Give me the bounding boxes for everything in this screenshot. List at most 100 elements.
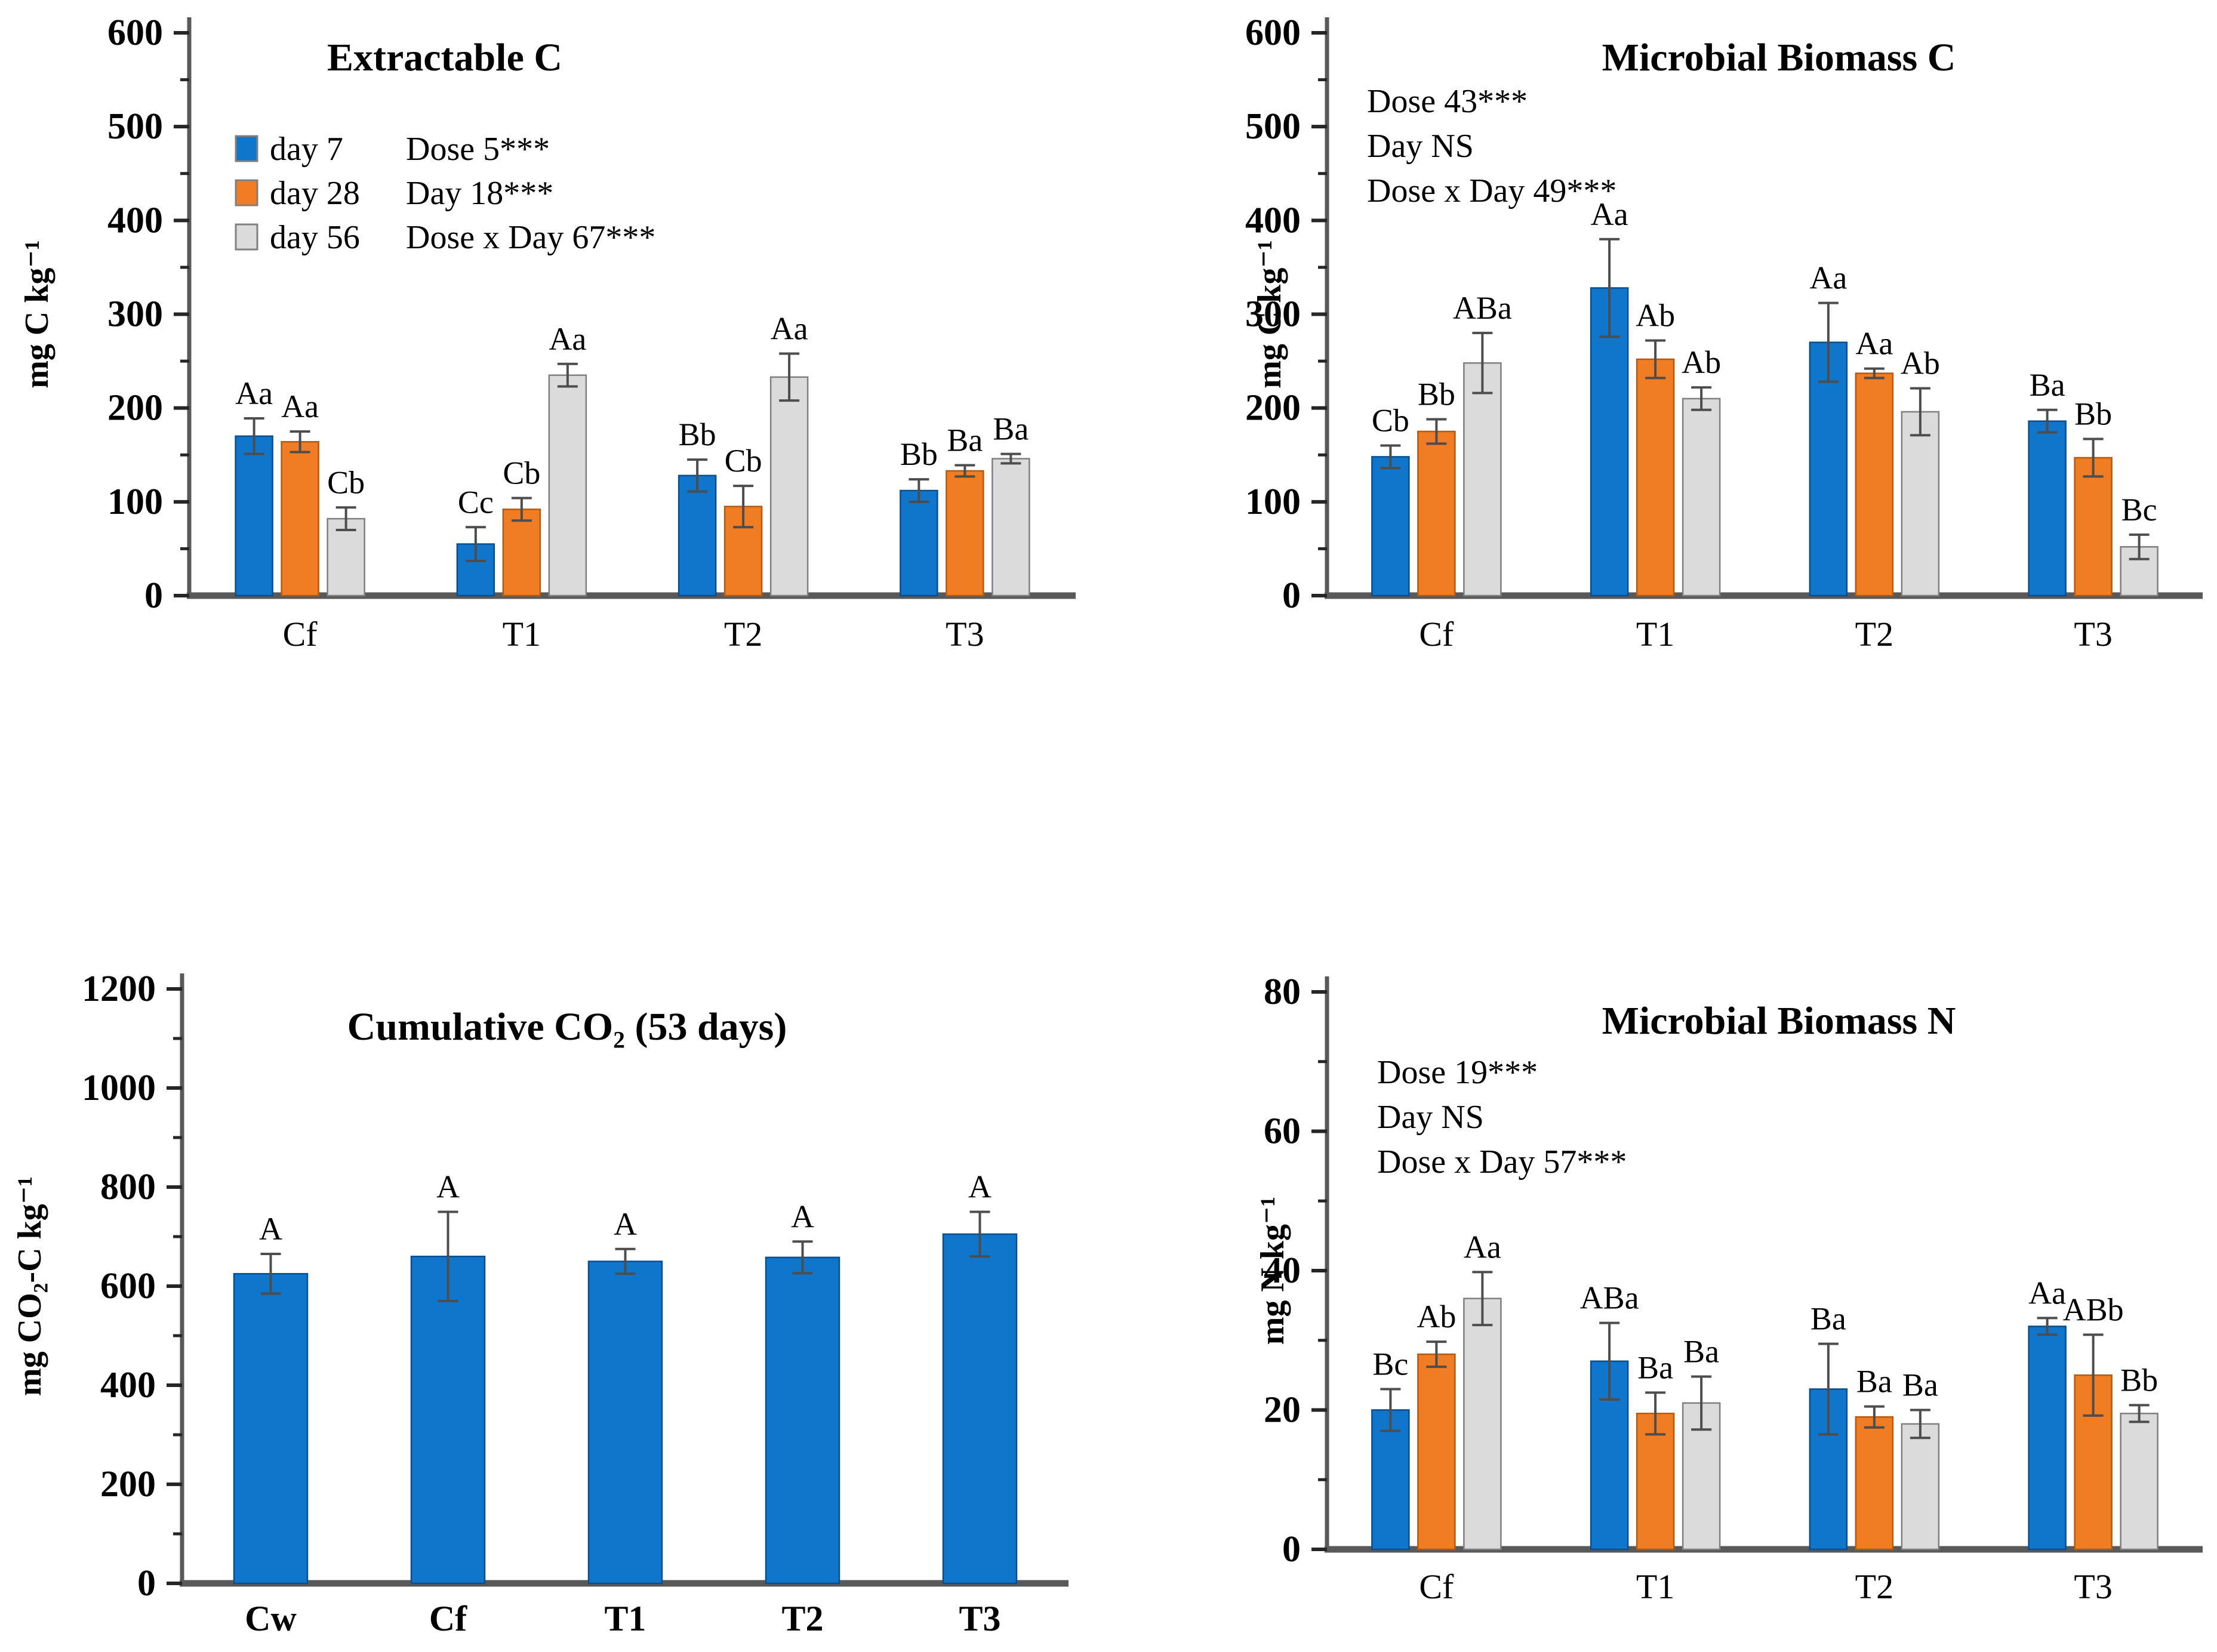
bar-T1-day56 bbox=[1682, 397, 1721, 597]
bar-T3-day7 bbox=[900, 489, 938, 597]
y-axis-title: mg N kg⁻¹ bbox=[1254, 1197, 1291, 1345]
legend-label: day 7 bbox=[270, 131, 343, 168]
x-category-label: T3 bbox=[2074, 615, 2112, 654]
x-category-label: Cf bbox=[1419, 1567, 1454, 1606]
bar-T2-day7 bbox=[1809, 341, 1848, 597]
significance-label: A bbox=[614, 1206, 637, 1242]
significance-label: Ba bbox=[1683, 1333, 1719, 1369]
significance-label: Ba bbox=[1810, 1301, 1846, 1337]
y-tick-label: 0 bbox=[137, 1563, 156, 1604]
bar-Cf-day56 bbox=[1463, 362, 1502, 597]
x-category-label: T1 bbox=[604, 1599, 646, 1638]
x-category-label: T3 bbox=[946, 615, 984, 654]
bar-T1-day28 bbox=[502, 508, 541, 597]
y-tick-label: 0 bbox=[144, 575, 163, 616]
x-category-label: T1 bbox=[1636, 615, 1674, 654]
x-category-label: T1 bbox=[1636, 1567, 1674, 1606]
bar-T3-day7 bbox=[2028, 420, 2067, 597]
significance-label: Aa bbox=[281, 389, 319, 424]
significance-label: Ab bbox=[1682, 344, 1721, 380]
significance-label: Aa bbox=[235, 375, 273, 411]
bar-Cf-day7 bbox=[1371, 456, 1410, 597]
bar-T1-day56 bbox=[548, 374, 587, 597]
y-axis-title: mg C kg⁻¹ bbox=[1251, 240, 1288, 389]
chart-title: Microbial Biomass N bbox=[1602, 999, 1956, 1043]
significance-label: Ba bbox=[1637, 1349, 1673, 1385]
legend-swatch-blue bbox=[235, 135, 258, 162]
y-tick-label: 1200 bbox=[82, 969, 156, 1009]
bar-Cw-cumulativeCO2-C bbox=[233, 1273, 309, 1585]
significance-label: A bbox=[968, 1169, 992, 1205]
y-tick-label: 80 bbox=[1264, 972, 1301, 1012]
x-category-label: Cf bbox=[283, 615, 318, 654]
bar-Cf-day56 bbox=[1463, 1297, 1502, 1551]
significance-label: Aa bbox=[1464, 1229, 1501, 1265]
bar-T1-cumulativeCO2-C bbox=[587, 1260, 663, 1585]
bar-Cf-cumulativeCO2-C bbox=[410, 1255, 486, 1585]
bar-T1-day28 bbox=[1636, 358, 1675, 597]
y-tick-label: 300 bbox=[1245, 294, 1301, 335]
bar-T3-day56 bbox=[992, 458, 1030, 597]
significance-label: Cb bbox=[503, 455, 540, 491]
chart-extractable-c: Extractable C 0 100 200 300 400 500 600 mg C kg⁻… bbox=[0, 0, 1110, 746]
bar-T2-day7 bbox=[678, 474, 717, 597]
y-tick-label: 200 bbox=[100, 1464, 156, 1505]
legend-swatch-orange bbox=[235, 179, 258, 207]
chart-microbial-biomass-c: Microbial Biomass C 0 100 200 300 400 500 600 mg… bbox=[1110, 0, 2217, 746]
significance-label: Ab bbox=[1417, 1299, 1456, 1334]
bar-Cf-day28 bbox=[281, 440, 319, 597]
y-tick-label: 400 bbox=[100, 1365, 156, 1406]
y-tick-label: 1000 bbox=[82, 1068, 156, 1108]
y-tick-label: 500 bbox=[1245, 106, 1301, 147]
x-category-label: Cw bbox=[245, 1599, 297, 1638]
y-tick-label: 100 bbox=[1245, 482, 1301, 522]
y-tick-label: 100 bbox=[107, 482, 163, 522]
significance-label: Aa bbox=[549, 321, 586, 357]
significance-label: Cb bbox=[725, 443, 762, 479]
legend-label: day 56 bbox=[270, 219, 360, 256]
legend-swatch-gray bbox=[235, 223, 258, 251]
stats-line: Dose 43*** bbox=[1367, 83, 1528, 120]
significance-label: ABa bbox=[1580, 1280, 1639, 1316]
significance-label: ABb bbox=[2063, 1292, 2124, 1327]
bar-T2-day56 bbox=[1901, 1423, 1940, 1551]
x-category-label: Cf bbox=[429, 1599, 467, 1638]
bar-T2-day28 bbox=[1855, 372, 1894, 597]
stats-line: Day NS bbox=[1377, 1099, 1484, 1136]
x-category-label: T1 bbox=[503, 615, 541, 654]
x-category-label: Cf bbox=[1419, 615, 1454, 654]
significance-label: Aa bbox=[1809, 260, 1847, 296]
significance-label: Aa bbox=[1591, 196, 1628, 232]
significance-label: Cc bbox=[458, 484, 494, 520]
x-category-label: T2 bbox=[781, 1599, 823, 1638]
y-tick-label: 60 bbox=[1264, 1111, 1301, 1152]
significance-label: Bc bbox=[1372, 1346, 1408, 1382]
stats-line: Day 18*** bbox=[406, 175, 553, 212]
y-tick-label: 20 bbox=[1264, 1390, 1301, 1431]
significance-label: Bc bbox=[2121, 492, 2157, 528]
bar-T3-cumulativeCO2-C bbox=[942, 1233, 1018, 1585]
stats-line: Dose 5*** bbox=[406, 131, 550, 168]
y-tick-label: 800 bbox=[100, 1167, 156, 1207]
y-axis-title: mg CO₂-C kg⁻¹ bbox=[11, 1176, 48, 1396]
y-tick-label: 0 bbox=[1282, 1529, 1301, 1570]
significance-label: Ab bbox=[1636, 298, 1675, 334]
bar-T3-day28 bbox=[2074, 457, 2113, 597]
bar-T2-day56 bbox=[769, 376, 809, 597]
significance-label: A bbox=[436, 1169, 460, 1205]
significance-label: Cb bbox=[327, 464, 365, 500]
significance-label: Ba bbox=[1856, 1364, 1892, 1400]
y-axis-title: mg C kg⁻¹ bbox=[19, 240, 56, 389]
bar-Cf-day7 bbox=[235, 435, 273, 597]
y-tick-label: 400 bbox=[1245, 200, 1301, 241]
chart-title: Microbial Biomass C bbox=[1602, 36, 1956, 79]
bar-T3-day28 bbox=[946, 470, 984, 597]
stats-line: Day NS bbox=[1367, 128, 1474, 165]
x-category-label: T2 bbox=[1855, 615, 1893, 654]
significance-label: Cb bbox=[1372, 403, 1409, 439]
x-category-label: T2 bbox=[724, 615, 762, 654]
chart-title: Cumulative CO₂ (53 days) bbox=[347, 1005, 787, 1049]
chart-svg-cumulative-co2: Cumulative CO₂ (53 days) 0 200 400 600 800 100… bbox=[11, 969, 1069, 1638]
y-tick-label: 0 bbox=[1282, 575, 1301, 616]
significance-label: ABa bbox=[1453, 290, 1512, 326]
